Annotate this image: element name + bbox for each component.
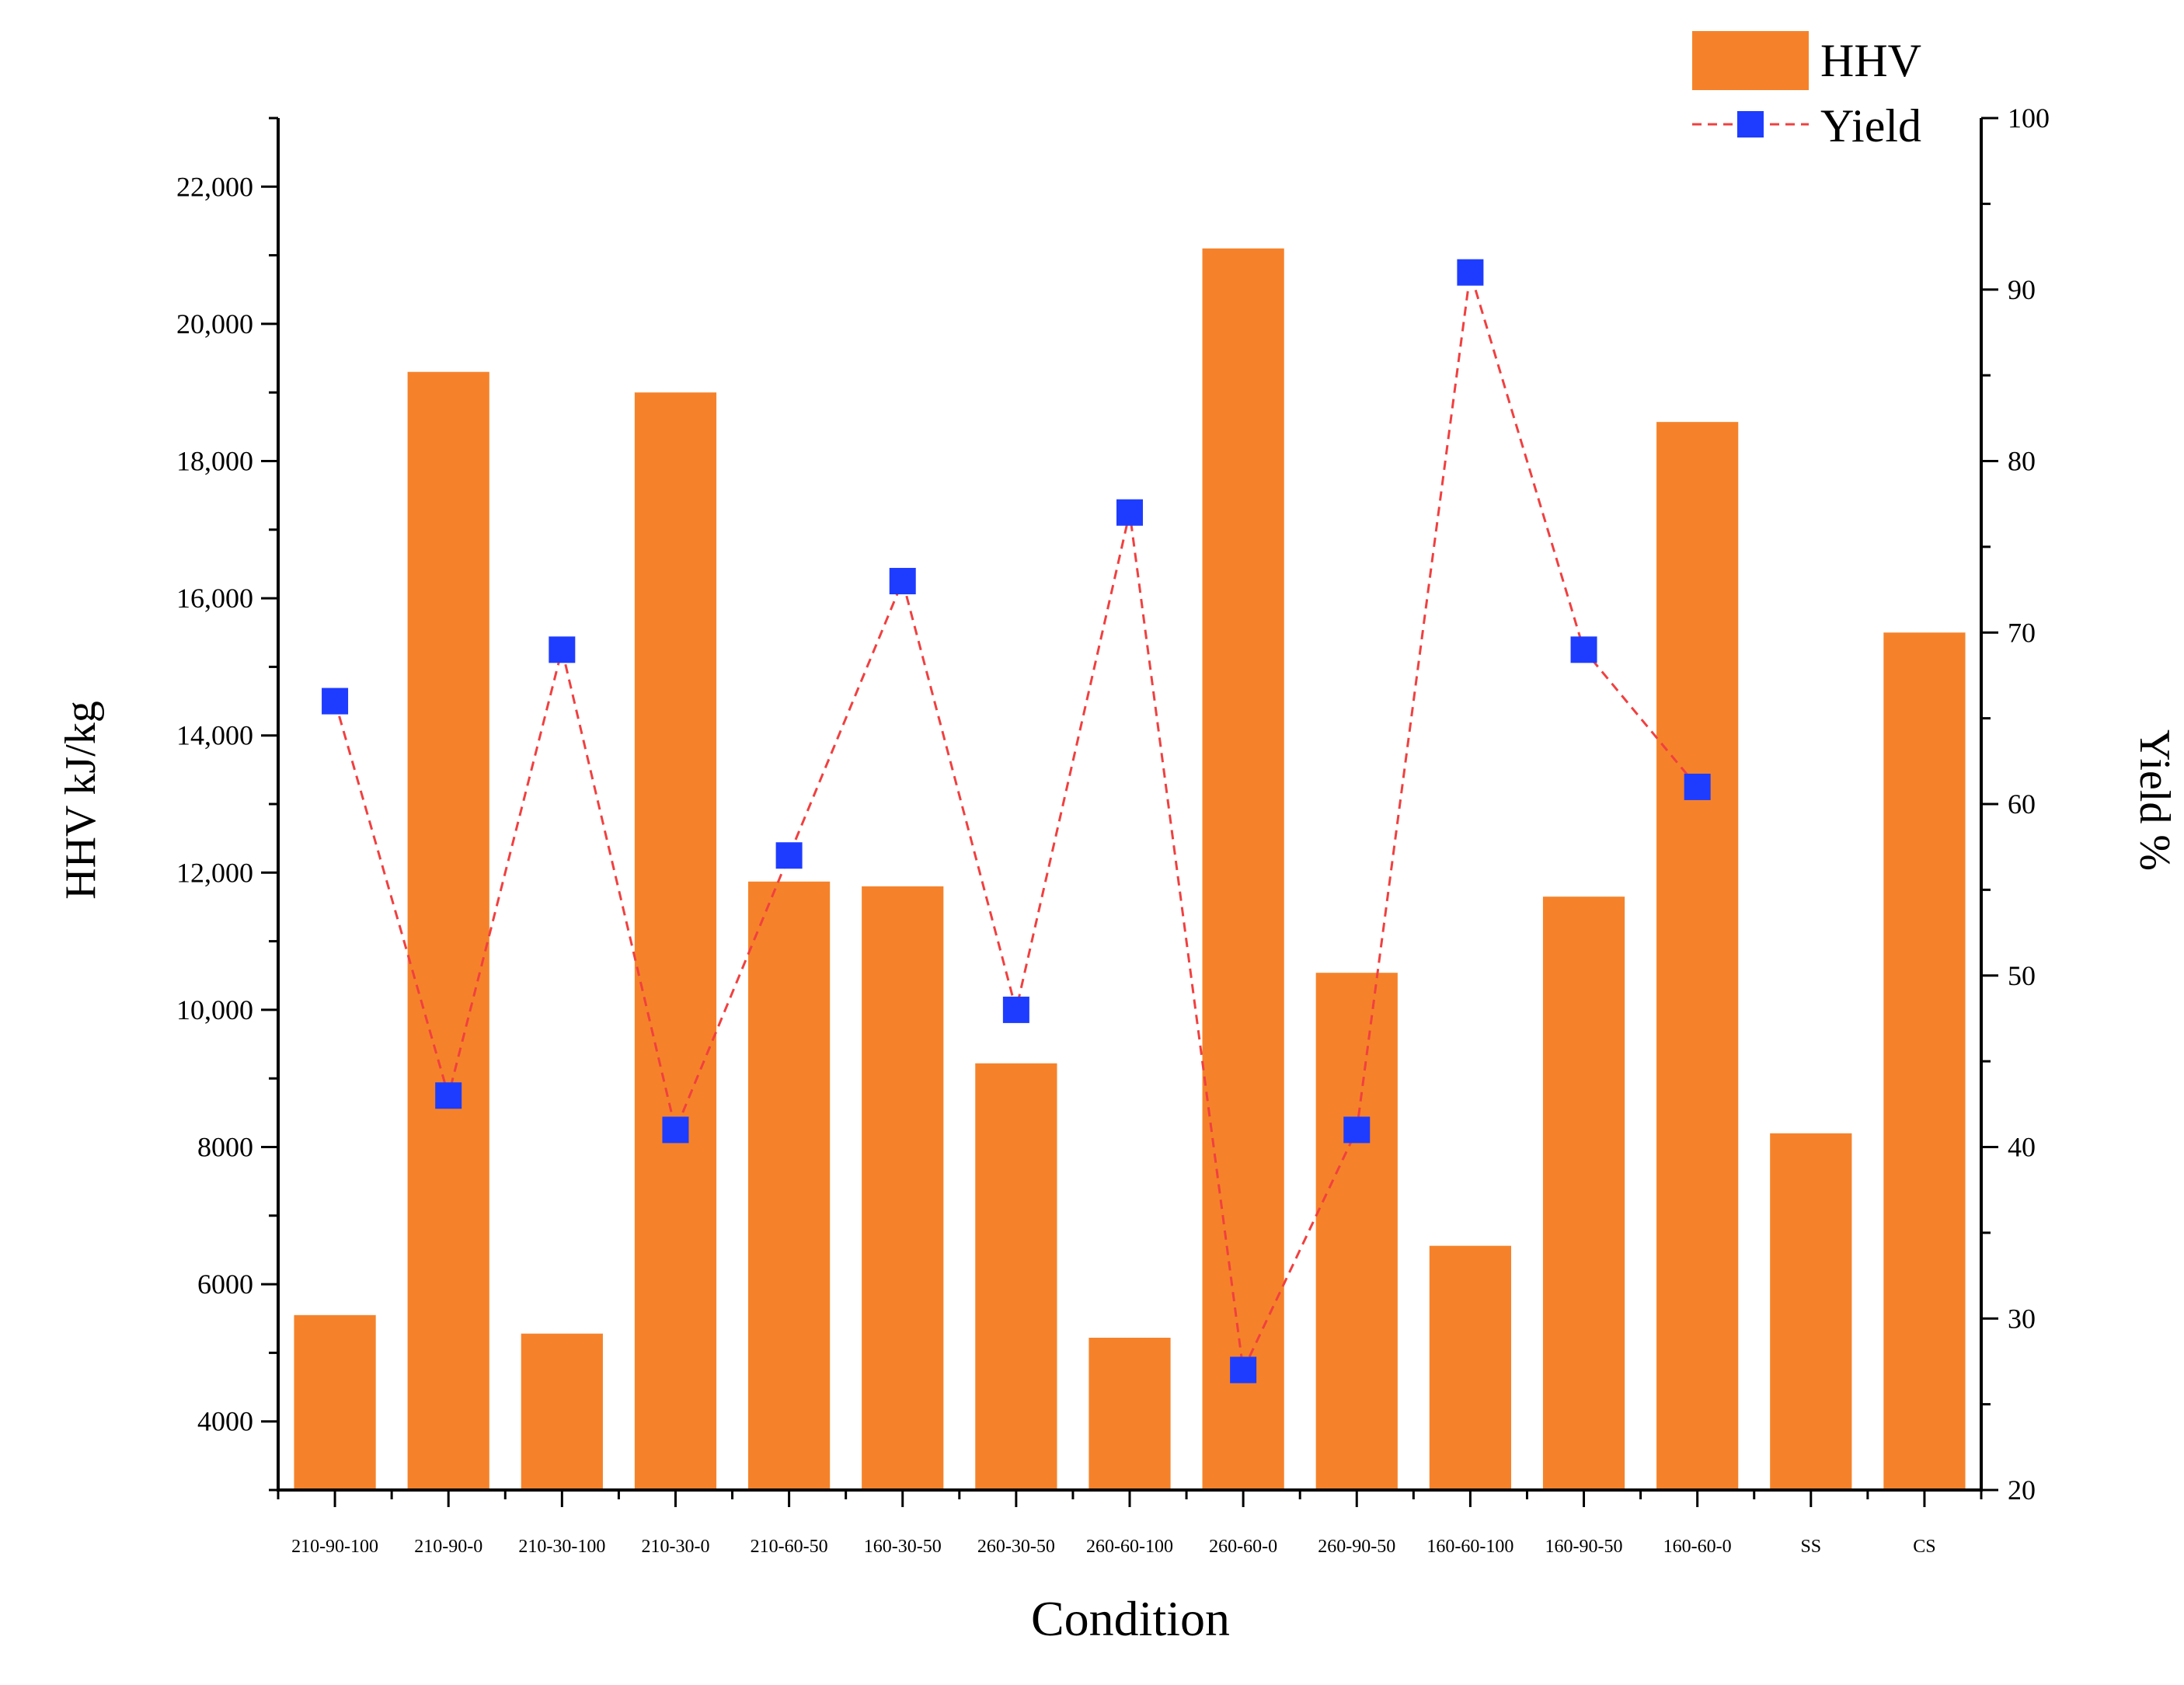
point-yield-210-30-100 [549, 636, 576, 663]
x-tick-label: CS [1913, 1537, 1935, 1557]
point-yield-160-60-0 [1684, 773, 1711, 800]
point-yield-260-60-0 [1230, 1356, 1257, 1384]
legend-marker-yield [1737, 111, 1764, 138]
bar-hhv-210-30-100 [521, 1333, 603, 1490]
bar-hhv-ss [1770, 1133, 1852, 1490]
legend: HHV Yield [1692, 31, 1921, 151]
bar-hhv-160-90-50 [1542, 896, 1625, 1490]
x-tick-label: 210-90-100 [291, 1537, 378, 1557]
x-tick-label: 260-30-50 [977, 1537, 1055, 1557]
y-right-tick-label: 60 [2008, 789, 2036, 820]
y-left-tick-label: 10,000 [176, 994, 253, 1025]
y-left-tick-label: 20,000 [176, 308, 253, 339]
y-axis-title-right: Yield % [2130, 729, 2179, 871]
y-left-tick-label: 6000 [197, 1269, 253, 1300]
point-yield-160-90-50 [1570, 636, 1597, 663]
bar-hhv-210-90-0 [407, 371, 489, 1491]
axes [261, 117, 1998, 1507]
x-tick-label: 210-60-50 [751, 1537, 828, 1557]
x-tick-label: 160-60-100 [1426, 1537, 1513, 1557]
legend-label-yield: Yield [1820, 100, 1921, 151]
y-right-tick-label: 100 [2008, 103, 2050, 134]
y-right-tick-label: 40 [2008, 1132, 2036, 1163]
y-right-tick-label: 80 [2008, 446, 2036, 477]
bar-hhv-260-30-50 [975, 1063, 1057, 1490]
bar-hhv-210-30-0 [634, 392, 717, 1491]
bar-hhv-160-60-100 [1429, 1245, 1512, 1490]
x-tick-label: SS [1800, 1537, 1821, 1557]
line-series-yield [322, 259, 1711, 1384]
y-right-tick-label: 50 [2008, 960, 2036, 991]
bar-hhv-cs [1883, 632, 1966, 1490]
y-left-tick-label: 4000 [197, 1406, 253, 1437]
tick-labels: 4000 6000 8000 10,000 12,000 14,000 16,000 18,0… [176, 103, 2050, 1557]
bar-hhv-210-90-100 [294, 1314, 376, 1490]
y-left-tick-label: 12,000 [176, 857, 253, 888]
point-yield-210-90-100 [322, 688, 349, 715]
point-yield-210-60-50 [775, 842, 803, 869]
y-right-tick-label: 90 [2008, 274, 2036, 305]
bar-hhv-260-60-100 [1089, 1337, 1171, 1490]
bar-hhv-160-30-50 [862, 886, 944, 1490]
point-yield-160-30-50 [889, 568, 916, 595]
y-left-tick-label: 22,000 [176, 171, 253, 202]
point-yield-260-30-50 [1002, 996, 1029, 1023]
point-yield-210-90-0 [435, 1082, 462, 1109]
point-yield-260-90-50 [1343, 1116, 1371, 1144]
x-axis-title: Condition [1031, 1591, 1230, 1646]
y-right-tick-label: 30 [2008, 1303, 2036, 1334]
x-tick-label: 260-60-0 [1209, 1537, 1277, 1557]
x-tick-label: 160-90-50 [1545, 1537, 1623, 1557]
bar-hhv-160-60-0 [1656, 422, 1739, 1491]
bar-hhv-210-60-50 [747, 881, 831, 1490]
x-tick-label: 260-60-100 [1086, 1537, 1173, 1557]
legend-label-hhv: HHV [1820, 35, 1921, 86]
bar-hhv-260-60-0 [1202, 248, 1284, 1490]
bar-hhv-260-90-50 [1315, 973, 1398, 1490]
x-tick-label: 210-30-0 [641, 1537, 709, 1557]
y-left-tick-label: 18,000 [176, 446, 253, 477]
x-tick-label: 210-30-100 [518, 1537, 605, 1557]
y-left-tick-label: 16,000 [176, 583, 253, 614]
x-tick-label: 160-30-50 [864, 1537, 942, 1557]
x-tick-label: 210-90-0 [414, 1537, 482, 1557]
point-yield-260-60-100 [1116, 499, 1143, 526]
x-tick-label: 260-90-50 [1318, 1537, 1395, 1557]
bar-series-hhv [294, 248, 1966, 1491]
y-left-tick-label: 14,000 [176, 720, 253, 751]
y-right-tick-label: 20 [2008, 1474, 2036, 1506]
x-tick-label: 160-60-0 [1663, 1537, 1732, 1557]
y-left-tick-label: 8000 [197, 1132, 253, 1163]
y-right-tick-label: 70 [2008, 617, 2036, 648]
legend-swatch-hhv [1692, 31, 1809, 90]
point-yield-160-60-100 [1457, 259, 1484, 286]
y-axis-title-left: HHV kJ/kg [57, 701, 105, 900]
point-yield-210-30-0 [662, 1116, 689, 1144]
